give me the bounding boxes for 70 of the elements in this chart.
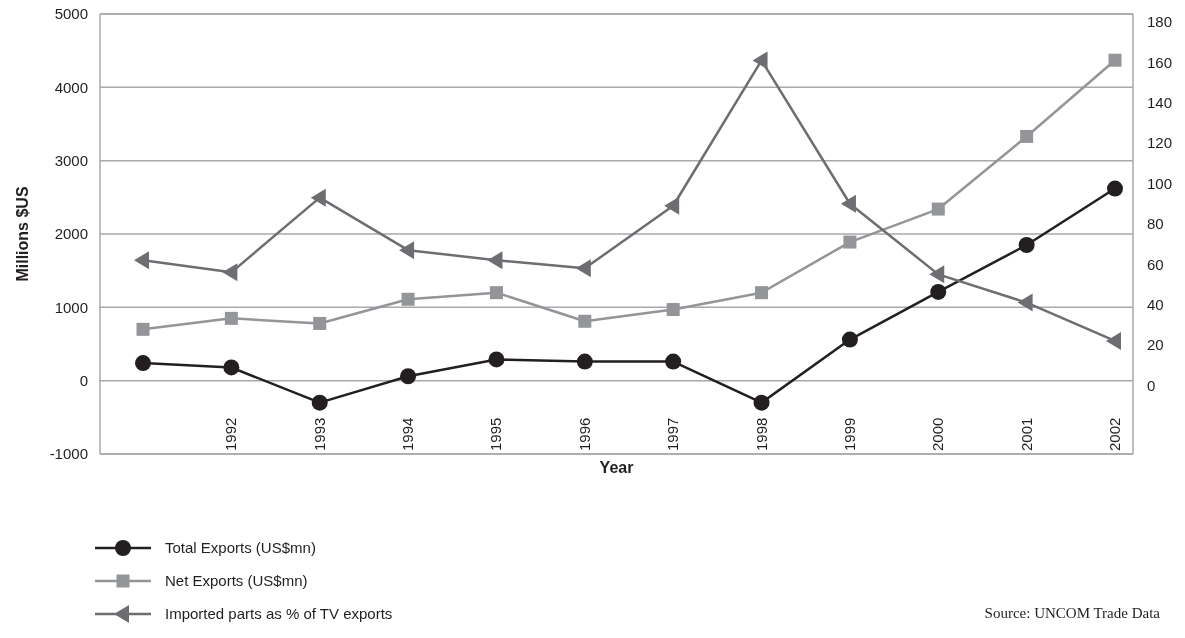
y-tick-label: 1000	[54, 298, 88, 316]
x-tick-label: 2000	[929, 417, 947, 451]
point	[576, 353, 593, 370]
x-tick-label: 1992	[222, 417, 240, 451]
point	[929, 265, 945, 284]
point	[489, 286, 503, 300]
point	[841, 331, 858, 348]
y2-tick-label: 40	[1147, 295, 1164, 313]
point	[752, 51, 768, 70]
point	[575, 259, 591, 278]
y-axis-title: Millions $US	[13, 186, 31, 282]
point	[224, 311, 238, 325]
y2-tick-label: 180	[1147, 13, 1173, 31]
y2-tick-label: 160	[1147, 53, 1173, 71]
legend-label: Net Exports (US$mn)	[165, 572, 308, 590]
x-axis-title: Year	[599, 458, 634, 476]
x-tick-label: 1993	[310, 417, 328, 451]
point	[930, 283, 947, 300]
source-note: Source: UNCOM Trade Data	[984, 605, 1161, 622]
y-tick-label: 0	[79, 371, 88, 389]
point	[310, 188, 326, 207]
point	[399, 241, 415, 260]
point	[755, 286, 769, 300]
point	[488, 351, 505, 368]
point	[665, 353, 682, 370]
point	[1106, 331, 1121, 350]
y2-tick-label: 140	[1147, 94, 1173, 112]
y2-tick-label: 20	[1147, 336, 1164, 354]
y2-tick-label: 0	[1147, 376, 1156, 394]
x-tick-label: 2002	[1106, 417, 1123, 451]
point	[1017, 293, 1033, 312]
point	[487, 251, 503, 270]
y2-tick-label: 120	[1147, 134, 1173, 152]
point	[223, 359, 240, 376]
point	[843, 235, 857, 249]
y2-tick-label: 60	[1147, 255, 1164, 273]
legend-label: Imported parts as % of TV exports	[165, 605, 393, 623]
x-tick-label: 1999	[840, 417, 858, 451]
point	[1020, 129, 1034, 143]
y-tick-label: 5000	[54, 5, 88, 23]
y-tick-label: 3000	[54, 151, 88, 169]
x-tick-label: 1994	[399, 417, 417, 451]
point	[840, 194, 856, 213]
point	[1107, 180, 1123, 197]
point	[135, 355, 151, 372]
legend-label: Total Exports (US$mn)	[165, 539, 316, 557]
x-tick-label: 2001	[1017, 417, 1035, 451]
y-tick-label: 4000	[54, 78, 88, 96]
point	[1018, 237, 1035, 253]
point	[313, 316, 327, 330]
x-tick-label: 1996	[575, 417, 593, 451]
point	[578, 314, 592, 328]
point	[753, 394, 770, 411]
point	[400, 368, 417, 385]
x-tick-label: 1997	[664, 417, 682, 451]
y2-tick-label: 80	[1147, 215, 1164, 233]
point	[664, 196, 680, 215]
y-tick-label: 2000	[54, 225, 88, 243]
x-tick-label: 1995	[487, 417, 505, 451]
point	[931, 202, 945, 216]
point	[311, 394, 328, 411]
point	[222, 263, 238, 282]
point	[134, 251, 149, 270]
y2-tick-label: 100	[1147, 174, 1173, 192]
point	[401, 292, 415, 306]
point	[666, 303, 680, 317]
y-tick-label: -1000	[49, 445, 88, 463]
point	[1108, 53, 1122, 67]
x-tick-label: 1998	[752, 417, 770, 451]
point	[136, 322, 150, 336]
